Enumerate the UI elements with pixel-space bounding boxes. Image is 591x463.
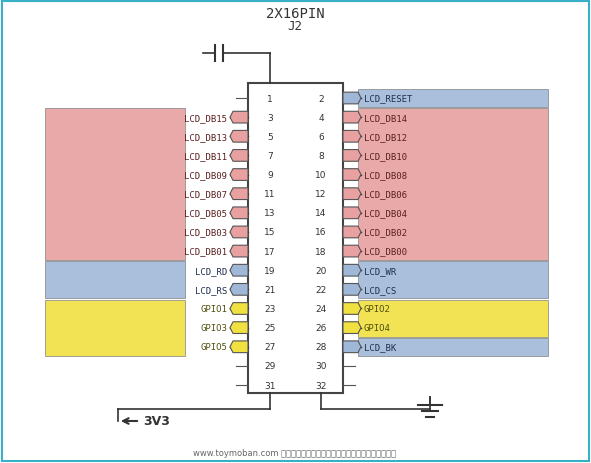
Text: 22: 22 (316, 285, 327, 294)
Text: 26: 26 (316, 324, 327, 332)
Text: GPIO4: GPIO4 (364, 324, 391, 332)
Text: LCD_BK: LCD_BK (364, 343, 396, 351)
Text: LCD_RD: LCD_RD (195, 266, 227, 275)
Text: 19: 19 (264, 266, 276, 275)
Polygon shape (230, 341, 248, 353)
FancyBboxPatch shape (358, 90, 548, 108)
Text: GPIO2: GPIO2 (364, 304, 391, 313)
Text: LCD_DB11: LCD_DB11 (184, 151, 227, 161)
FancyBboxPatch shape (358, 338, 548, 356)
Text: 23: 23 (264, 304, 275, 313)
Text: 18: 18 (315, 247, 327, 256)
Polygon shape (343, 265, 361, 276)
Text: 3V3: 3V3 (143, 414, 170, 427)
Text: 4: 4 (318, 113, 324, 122)
Text: 20: 20 (316, 266, 327, 275)
Polygon shape (230, 112, 248, 124)
Polygon shape (343, 93, 361, 105)
Text: 3: 3 (267, 113, 273, 122)
Text: 1: 1 (267, 94, 273, 103)
Polygon shape (343, 131, 361, 143)
Polygon shape (343, 112, 361, 124)
Text: LCD_DB04: LCD_DB04 (364, 209, 407, 218)
Text: 30: 30 (315, 362, 327, 370)
Text: 27: 27 (264, 343, 275, 351)
Polygon shape (343, 322, 361, 334)
Text: 16: 16 (315, 228, 327, 237)
Text: 17: 17 (264, 247, 276, 256)
Polygon shape (343, 246, 361, 257)
Text: LCD_DB09: LCD_DB09 (184, 171, 227, 180)
Text: 31: 31 (264, 381, 276, 390)
Polygon shape (230, 265, 248, 276)
Polygon shape (230, 169, 248, 181)
Text: GPIO1: GPIO1 (200, 304, 227, 313)
Polygon shape (343, 226, 361, 238)
Text: 8: 8 (318, 151, 324, 161)
Polygon shape (343, 207, 361, 219)
Text: LCD_DB08: LCD_DB08 (364, 171, 407, 180)
Polygon shape (230, 150, 248, 162)
Text: 7: 7 (267, 151, 273, 161)
Text: LCD_WR: LCD_WR (364, 266, 396, 275)
Polygon shape (343, 341, 361, 353)
Text: 12: 12 (316, 190, 327, 199)
Text: LCD_DB01: LCD_DB01 (184, 247, 227, 256)
Text: LCD_DB10: LCD_DB10 (364, 151, 407, 161)
Text: www.toymoban.com 网络图片仅供展示，非存储，如有侵权请联系删除。: www.toymoban.com 网络图片仅供展示，非存储，如有侵权请联系删除。 (193, 449, 397, 457)
Text: 6: 6 (318, 132, 324, 142)
Text: 14: 14 (316, 209, 327, 218)
Text: LCD_DB02: LCD_DB02 (364, 228, 407, 237)
FancyBboxPatch shape (45, 262, 185, 299)
Polygon shape (343, 188, 361, 200)
Text: LCD_RESET: LCD_RESET (364, 94, 413, 103)
Polygon shape (343, 169, 361, 181)
Text: 2X16PIN: 2X16PIN (266, 7, 324, 21)
Text: LCD_DB06: LCD_DB06 (364, 190, 407, 199)
Text: 13: 13 (264, 209, 276, 218)
Text: LCD_DB12: LCD_DB12 (364, 132, 407, 142)
Polygon shape (343, 150, 361, 162)
Polygon shape (343, 303, 361, 315)
Text: LCD_DB13: LCD_DB13 (184, 132, 227, 142)
Text: LCD_DB14: LCD_DB14 (364, 113, 407, 122)
Text: 5: 5 (267, 132, 273, 142)
FancyBboxPatch shape (358, 262, 548, 299)
FancyBboxPatch shape (45, 109, 185, 260)
Text: LCD_DB15: LCD_DB15 (184, 113, 227, 122)
Text: 21: 21 (264, 285, 275, 294)
FancyBboxPatch shape (358, 300, 548, 337)
Text: GPIO3: GPIO3 (200, 324, 227, 332)
Text: LCD_RS: LCD_RS (195, 285, 227, 294)
Text: LCD_DB00: LCD_DB00 (364, 247, 407, 256)
Text: J2: J2 (287, 19, 303, 32)
Polygon shape (230, 322, 248, 334)
Text: 24: 24 (316, 304, 327, 313)
Text: 15: 15 (264, 228, 276, 237)
Text: 10: 10 (315, 171, 327, 180)
Text: 32: 32 (316, 381, 327, 390)
Text: GPIO5: GPIO5 (200, 343, 227, 351)
Polygon shape (230, 284, 248, 295)
Text: LCD_DB03: LCD_DB03 (184, 228, 227, 237)
Text: LCD_DB07: LCD_DB07 (184, 190, 227, 199)
Polygon shape (230, 303, 248, 315)
Polygon shape (230, 246, 248, 257)
Polygon shape (230, 131, 248, 143)
Text: LCD_CS: LCD_CS (364, 285, 396, 294)
Text: 28: 28 (316, 343, 327, 351)
FancyBboxPatch shape (45, 300, 185, 356)
Text: 25: 25 (264, 324, 275, 332)
Text: 29: 29 (264, 362, 275, 370)
Text: 2: 2 (318, 94, 324, 103)
Text: 9: 9 (267, 171, 273, 180)
FancyBboxPatch shape (358, 109, 548, 260)
Polygon shape (230, 226, 248, 238)
FancyBboxPatch shape (248, 84, 343, 393)
Text: LCD_DB05: LCD_DB05 (184, 209, 227, 218)
Polygon shape (230, 188, 248, 200)
Polygon shape (343, 284, 361, 295)
Polygon shape (230, 207, 248, 219)
Text: 11: 11 (264, 190, 276, 199)
